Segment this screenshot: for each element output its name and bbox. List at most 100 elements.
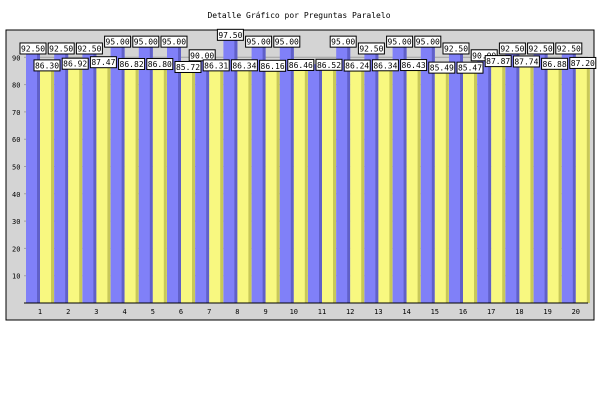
x-tick-label: 7 bbox=[207, 308, 211, 316]
bar-series-2 bbox=[434, 69, 449, 303]
data-label: 85.72 bbox=[174, 60, 202, 73]
y-tick-label: 70 bbox=[12, 109, 20, 117]
x-tick-label: 11 bbox=[318, 308, 326, 316]
data-label-text: 87.47 bbox=[91, 58, 115, 67]
data-label-box bbox=[273, 35, 301, 48]
data-label: 95.00 bbox=[329, 35, 357, 48]
x-tick-label: 2 bbox=[66, 308, 70, 316]
y-tick-label: 20 bbox=[12, 245, 20, 253]
y-tick-label: 30 bbox=[12, 218, 20, 226]
bar-series-2-shadow bbox=[135, 65, 139, 303]
data-label-text: 95.00 bbox=[416, 38, 440, 47]
x-tick-labels: 1 2 3 4 5 6 7 8 9 10 11 12 13 14 15 16 17 18 19 20 bbox=[38, 308, 580, 316]
x-tick-label: 19 bbox=[543, 308, 551, 316]
data-label-text: 92.50 bbox=[49, 44, 73, 53]
x-tick-label: 16 bbox=[459, 308, 467, 316]
data-label-text: 95.00 bbox=[388, 38, 412, 47]
data-label: 95.00 bbox=[132, 35, 160, 48]
data-label: 87.47 bbox=[89, 56, 117, 69]
data-label-box bbox=[498, 42, 526, 55]
data-label: 95.00 bbox=[414, 35, 442, 48]
bar-series-2 bbox=[265, 67, 280, 303]
data-label-box bbox=[230, 59, 258, 72]
bar-series-2-shadow bbox=[192, 68, 195, 303]
data-label-box bbox=[442, 42, 470, 55]
bar-series-2-shadow bbox=[107, 64, 111, 303]
data-label-box bbox=[188, 49, 216, 62]
data-label: 86.16 bbox=[259, 59, 287, 72]
bar-series-1-shadow bbox=[572, 50, 576, 303]
x-tick-label: 15 bbox=[431, 308, 439, 316]
bar-series-1 bbox=[561, 50, 576, 303]
data-label: 86.34 bbox=[371, 59, 399, 72]
bar-series-1 bbox=[308, 64, 322, 303]
data-label-box bbox=[287, 58, 315, 71]
data-labels: 92.50 86.30 92.50 86.92 92.50 87.47 95.00 86.82… bbox=[19, 28, 597, 74]
bar-series-2-shadow bbox=[474, 69, 477, 303]
bar-series-2-shadow bbox=[502, 63, 506, 303]
data-label: 92.50 bbox=[527, 42, 555, 55]
x-tick-label: 1 bbox=[38, 308, 42, 316]
data-label-box bbox=[216, 28, 244, 41]
data-label-text: 85.47 bbox=[458, 64, 482, 73]
data-label-box bbox=[315, 58, 343, 71]
bar-series-2 bbox=[322, 66, 336, 303]
y-tick-label: 40 bbox=[12, 191, 20, 199]
bar-series-1-shadow bbox=[319, 64, 322, 303]
data-label: 92.50 bbox=[47, 42, 75, 55]
bar-series-2 bbox=[463, 69, 477, 303]
data-label: 92.50 bbox=[442, 42, 470, 55]
bar-series-1 bbox=[279, 43, 294, 304]
x-tick-label: 5 bbox=[151, 308, 155, 316]
chart-title: Detalle Gráfico por Preguntas Paralelo bbox=[207, 11, 390, 20]
bar-series-1-shadow bbox=[121, 43, 125, 304]
data-label-text: 90.00 bbox=[190, 51, 214, 60]
data-label-text: 87.20 bbox=[571, 59, 595, 68]
data-label-text: 86.31 bbox=[204, 61, 228, 70]
y-tick-label: 50 bbox=[12, 164, 20, 172]
x-tick-label: 17 bbox=[487, 308, 495, 316]
data-label-text: 87.74 bbox=[514, 57, 538, 66]
data-label-text: 86.16 bbox=[261, 62, 285, 71]
data-label-text: 92.50 bbox=[444, 44, 468, 53]
data-label-box bbox=[400, 59, 428, 72]
data-label-box bbox=[555, 42, 583, 55]
data-label: 86.92 bbox=[61, 57, 89, 70]
bar-series-1 bbox=[392, 43, 407, 304]
bar-series-1-shadow bbox=[431, 43, 435, 304]
bar-series-1 bbox=[82, 50, 97, 303]
data-label-box bbox=[160, 35, 188, 48]
data-label: 95.00 bbox=[104, 35, 132, 48]
y-tick-label: 60 bbox=[12, 136, 20, 144]
x-tick-label: 6 bbox=[179, 308, 183, 316]
bar-series-1-shadow bbox=[544, 50, 548, 303]
data-label: 95.00 bbox=[160, 35, 188, 48]
data-label-text: 85.72 bbox=[176, 63, 200, 72]
x-tick-label: 9 bbox=[263, 308, 267, 316]
data-label-box bbox=[146, 58, 174, 71]
bar-series-1-shadow bbox=[488, 57, 492, 303]
data-label-box bbox=[357, 42, 385, 55]
data-label-box bbox=[118, 57, 146, 70]
x-tick-label: 12 bbox=[346, 308, 354, 316]
data-label: 92.50 bbox=[498, 42, 526, 55]
data-label-box bbox=[33, 59, 61, 72]
data-label-text: 87.87 bbox=[486, 57, 510, 66]
data-label: 87.74 bbox=[512, 55, 540, 68]
data-label-text: 92.50 bbox=[500, 44, 524, 53]
data-label-box bbox=[89, 56, 117, 69]
bar-series-1-shadow bbox=[37, 50, 40, 303]
bar-series-1-shadow bbox=[262, 43, 266, 304]
bar-series-1 bbox=[54, 50, 69, 303]
data-label: 85.49 bbox=[428, 61, 456, 74]
data-label-box bbox=[541, 57, 569, 70]
bar-series-2 bbox=[68, 65, 83, 303]
bar-series-1 bbox=[449, 50, 463, 303]
data-label-text: 86.80 bbox=[148, 60, 172, 69]
data-label-box bbox=[61, 57, 89, 70]
data-label-box bbox=[202, 59, 230, 72]
bar-series-2-shadow bbox=[79, 65, 83, 303]
bar-series-1-shadow bbox=[65, 50, 69, 303]
data-label-box bbox=[19, 42, 47, 55]
